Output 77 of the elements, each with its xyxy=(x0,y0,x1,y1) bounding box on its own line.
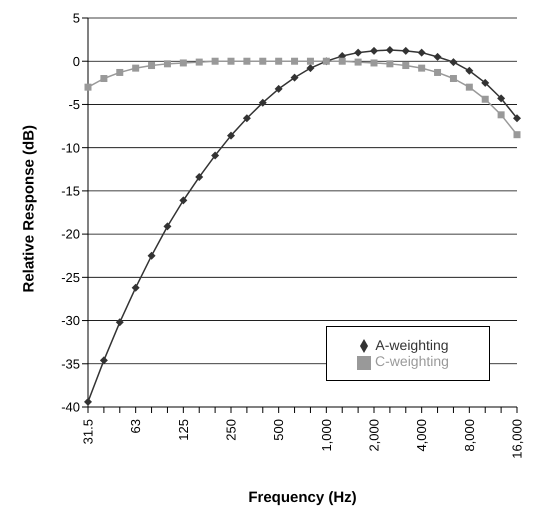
point xyxy=(434,68,442,76)
point xyxy=(434,52,442,61)
point xyxy=(354,48,362,57)
x-axis-title: Frequency (Hz) xyxy=(248,489,357,506)
y-tick-label: -5 xyxy=(68,97,80,112)
point xyxy=(164,60,171,68)
point xyxy=(402,46,410,55)
point xyxy=(84,398,92,406)
point xyxy=(513,114,521,122)
point xyxy=(84,84,92,91)
point xyxy=(370,59,378,66)
point xyxy=(386,46,394,54)
point xyxy=(211,151,220,160)
point xyxy=(291,58,298,65)
point xyxy=(212,58,219,65)
point xyxy=(195,173,204,182)
legend-label: A-weighting xyxy=(375,337,449,353)
x-tick-label: 4,000 xyxy=(414,419,430,452)
point xyxy=(514,131,520,138)
point xyxy=(497,94,506,102)
y-axis-title: Relative Response (dB) xyxy=(20,124,38,292)
x-tick-label: 500 xyxy=(271,419,286,441)
point xyxy=(258,98,267,107)
point xyxy=(481,78,490,87)
legend-label: C-weighting xyxy=(375,353,449,370)
point xyxy=(306,58,314,65)
point xyxy=(180,59,187,66)
y-tick-label: -20 xyxy=(61,226,80,242)
point xyxy=(450,75,457,82)
point xyxy=(132,64,140,72)
point xyxy=(418,48,426,57)
point xyxy=(370,46,378,55)
x-tick-label: 2,000 xyxy=(366,419,382,452)
point xyxy=(132,284,140,292)
point xyxy=(306,64,314,72)
point xyxy=(116,68,124,76)
x-tick-label: 250 xyxy=(224,419,238,441)
y-tick-label: -25 xyxy=(61,270,80,285)
point xyxy=(466,84,473,91)
point xyxy=(148,252,156,260)
point xyxy=(338,58,346,65)
y-tick-label: -40 xyxy=(61,400,80,415)
y-tick-label: -10 xyxy=(61,140,80,156)
x-tick-label: 8,000 xyxy=(462,419,477,452)
y-tick-label: 5 xyxy=(72,10,80,26)
point xyxy=(418,64,426,72)
y-tick-label: 0 xyxy=(72,54,80,69)
point xyxy=(100,356,108,364)
point xyxy=(196,58,203,66)
point xyxy=(163,222,172,230)
y-tick-label: -15 xyxy=(61,184,80,199)
point xyxy=(227,132,235,140)
point xyxy=(275,58,282,65)
point xyxy=(100,75,108,82)
x-tick-label: 16,000 xyxy=(510,419,524,459)
point xyxy=(228,58,234,65)
y-tick-label: -30 xyxy=(61,313,80,328)
point xyxy=(354,58,362,66)
point xyxy=(482,96,489,103)
point xyxy=(290,74,299,82)
point xyxy=(243,58,250,65)
x-tick-label: 125 xyxy=(176,419,191,441)
x-tick-label: 31.5 xyxy=(80,419,96,444)
x-tick-label: 63 xyxy=(128,419,144,434)
point xyxy=(465,66,474,75)
point xyxy=(449,58,458,66)
y-tick-label: -35 xyxy=(61,356,80,372)
point xyxy=(402,62,410,70)
point xyxy=(148,62,156,70)
point xyxy=(498,111,505,118)
point xyxy=(386,60,394,68)
point xyxy=(259,58,266,65)
point xyxy=(242,114,251,122)
point xyxy=(274,84,283,93)
point xyxy=(116,318,124,326)
point xyxy=(179,196,188,204)
x-tick-label: 1,000 xyxy=(318,419,334,452)
